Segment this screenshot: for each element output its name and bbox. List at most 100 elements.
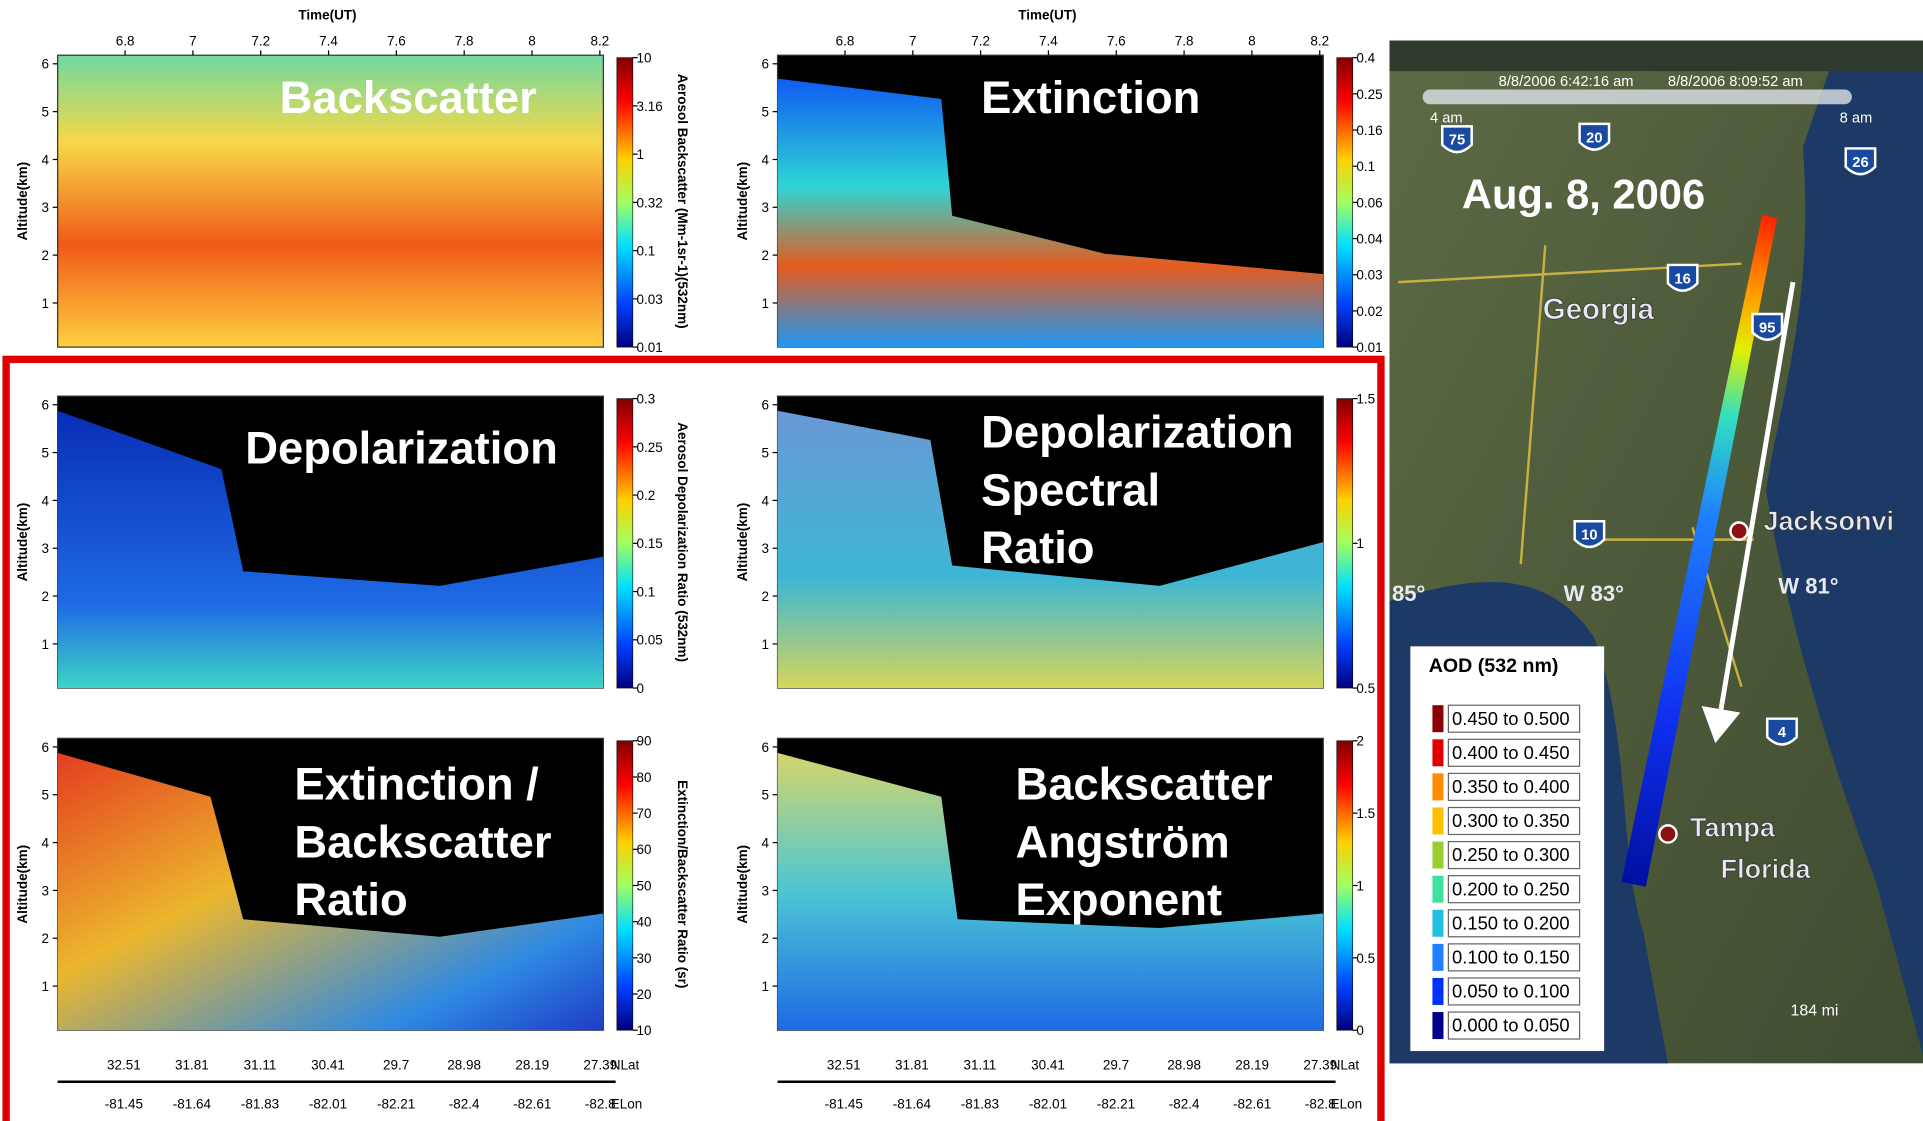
y-tick-label: 6	[761, 398, 769, 413]
y-tick-label: 2	[761, 589, 769, 604]
colorbar-tick-label: 2	[1356, 734, 1364, 749]
y-axis-label: Altitude(km)	[15, 162, 30, 241]
y-tick-label: 4	[42, 835, 50, 850]
lon-tick-label: -81.64	[893, 1097, 932, 1112]
panel-title: Depolarization	[981, 407, 1294, 458]
y-tick-label: 4	[761, 493, 769, 508]
colorbar-label: Aerosol Depolarization Ratio (532nm)	[675, 422, 690, 662]
y-tick-label: 3	[761, 200, 769, 215]
lat-tick-label: 32.51	[107, 1057, 141, 1072]
colorbar-tick-label: 0	[637, 681, 645, 696]
slider-label: 8/8/2006 8:09:52 am	[1668, 74, 1803, 90]
y-tick-label: 4	[42, 152, 50, 167]
colorbar-tick-label: 0.04	[1356, 231, 1383, 246]
legend-label: 0.400 to 0.450	[1452, 742, 1569, 763]
colorbar-tick-label: 0.16	[1356, 123, 1382, 138]
lat-label: NLat	[611, 1057, 640, 1072]
y-tick-label: 5	[761, 788, 769, 803]
colorbar-tick-label: 0.5	[1356, 951, 1375, 966]
time-tick-label: 7.6	[1107, 33, 1126, 48]
legend-swatch	[1432, 807, 1443, 834]
colorbar	[1337, 58, 1353, 347]
y-tick-label: 3	[761, 883, 769, 898]
colorbar-tick-label: 1	[637, 147, 645, 162]
lat-tick-label: 30.41	[1031, 1057, 1065, 1072]
toolbar	[1390, 41, 1923, 72]
legend-swatch	[1432, 1012, 1443, 1039]
colorbar-tick-label: 0.5	[1356, 681, 1375, 696]
time-tick-label: 7	[909, 33, 916, 48]
highway-label: 75	[1449, 133, 1465, 149]
colorbar-tick-label: 0.03	[637, 292, 663, 307]
time-tick-label: 7.8	[1175, 33, 1194, 48]
place-label: Jacksonvi	[1764, 506, 1894, 536]
lat-tick-label: 30.41	[311, 1057, 345, 1072]
colorbar-tick-label: 0.3	[637, 392, 656, 407]
colorbar-tick-label: 70	[637, 806, 652, 821]
colorbar-tick-label: 0.1	[637, 244, 656, 259]
colorbar-tick-label: 0.25	[637, 440, 663, 455]
highway-label: 20	[1586, 130, 1602, 146]
colorbar-tick-label: 0.01	[1356, 340, 1382, 355]
panel-title: Angström	[1015, 816, 1229, 867]
y-tick-label: 5	[42, 445, 50, 460]
y-tick-label: 1	[761, 637, 769, 652]
y-tick-label: 3	[761, 541, 769, 556]
colorbar-tick-label: 50	[637, 878, 652, 893]
lon-label: ELon	[611, 1097, 643, 1112]
colorbar-tick-label: 0.2	[637, 488, 656, 503]
colorbar-tick-label: 0.25	[1356, 87, 1382, 102]
lon-tick-label: -82.61	[1233, 1097, 1271, 1112]
legend-label: 0.050 to 0.100	[1452, 981, 1569, 1002]
y-tick-label: 2	[42, 248, 50, 263]
y-tick-label: 4	[42, 493, 50, 508]
colorbar-tick-label: 20	[637, 987, 652, 1002]
panel-title: Extinction	[981, 72, 1200, 123]
colorbar	[617, 58, 633, 347]
lon-tick-label: -82.21	[1097, 1097, 1135, 1112]
highway-label: 95	[1759, 320, 1775, 336]
colorbar-tick-label: 30	[637, 951, 652, 966]
time-tick-label: 8	[528, 33, 536, 48]
colorbar-tick-label: 0.1	[1356, 159, 1375, 174]
y-tick-label: 6	[42, 740, 50, 755]
y-tick-label: 3	[42, 541, 50, 556]
y-tick-label: 4	[761, 835, 769, 850]
lon-tick-label: -81.83	[241, 1097, 279, 1112]
page: 654321Altitude(km)103.1610.320.10.030.01…	[0, 0, 1923, 1121]
y-tick-label: 4	[761, 152, 769, 167]
panel-title: Exponent	[1015, 874, 1222, 925]
y-tick-label: 5	[761, 105, 769, 120]
colorbar-tick-label: 10	[637, 51, 652, 66]
y-tick-label: 3	[42, 200, 50, 215]
colorbar-tick-label: 3.16	[637, 99, 663, 114]
grid-label: W 83°	[1564, 581, 1624, 606]
time-tick-label: 8	[1248, 33, 1256, 48]
colorbar	[1337, 741, 1353, 1030]
colorbar	[617, 741, 633, 1030]
panel-title: Spectral	[981, 464, 1160, 515]
y-axis-label: Altitude(km)	[15, 845, 30, 924]
time-tick-label: 7.2	[251, 33, 270, 48]
time-tick-label: 7.4	[1039, 33, 1058, 48]
legend-swatch	[1432, 739, 1443, 766]
lat-tick-label: 28.98	[447, 1057, 481, 1072]
highway-label: 16	[1674, 271, 1690, 287]
colorbar-tick-label: 0.03	[1356, 268, 1382, 283]
legend-label: 0.150 to 0.200	[1452, 912, 1569, 933]
legend-swatch	[1432, 705, 1443, 732]
panel-title: Backscatter	[294, 816, 551, 867]
time-slider[interactable]	[1423, 90, 1852, 105]
lon-tick-label: -81.45	[825, 1097, 863, 1112]
time-axis-label: Time(UT)	[1018, 8, 1076, 23]
colorbar-tick-label: 1	[1356, 536, 1364, 551]
city-dot	[1659, 825, 1676, 842]
legend-label: 0.350 to 0.400	[1452, 776, 1569, 797]
lon-label: ELon	[1331, 1097, 1362, 1112]
colorbar-label: Aerosol Backscatter (Mm-1sr-1)(532nm)	[675, 74, 690, 329]
figure: 654321Altitude(km)103.1610.320.10.030.01…	[0, 0, 1923, 1121]
colorbar-tick-label: 1	[1356, 878, 1364, 893]
lat-tick-label: 29.7	[1103, 1057, 1129, 1072]
lon-tick-label: -81.45	[105, 1097, 143, 1112]
city-dot	[1730, 522, 1747, 539]
